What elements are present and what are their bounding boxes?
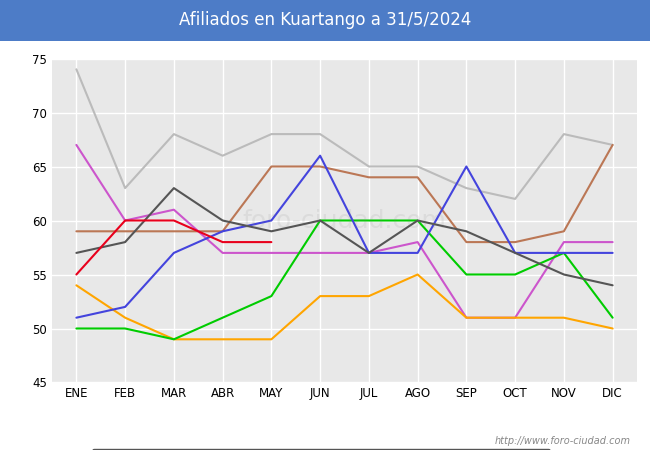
Text: Afiliados en Kuartango a 31/5/2024: Afiliados en Kuartango a 31/5/2024 xyxy=(179,11,471,29)
Legend: 2024, 2023, 2022, 2021, 2020, 2019, 2018, 2017: 2024, 2023, 2022, 2021, 2020, 2019, 2018… xyxy=(92,449,551,450)
Text: http://www.foro-ciudad.com: http://www.foro-ciudad.com xyxy=(495,436,630,446)
Text: foro-ciudad.com: foro-ciudad.com xyxy=(242,208,447,233)
